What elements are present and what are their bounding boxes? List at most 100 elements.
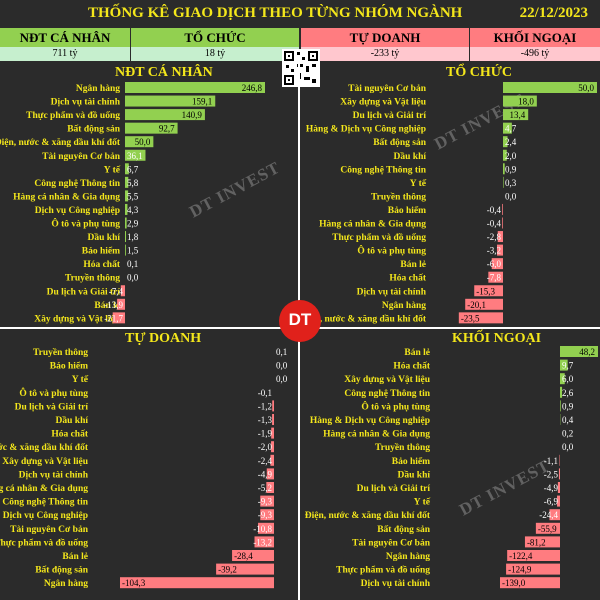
value-label: 0,4 — [562, 415, 574, 425]
value-label: 50,0 — [135, 137, 151, 147]
value-label: 6,0 — [562, 374, 574, 384]
category-label: Tài nguyên Cơ bản — [352, 538, 431, 548]
value-label: 0,9 — [562, 401, 574, 411]
summary-value-individual: 711 tỷ — [0, 47, 130, 61]
value-label: -81,2 — [527, 537, 546, 547]
bar — [266, 482, 274, 493]
bar — [557, 482, 560, 493]
panel-title-individual: NĐT CÁ NHÂN — [115, 65, 213, 80]
panel-title-institution: TỔ CHỨC — [446, 65, 512, 80]
category-label: Công nghệ Thông tin — [344, 389, 430, 399]
value-label: 0,0 — [276, 361, 288, 371]
category-label: Điện, nước & xăng dầu khí đốt — [0, 442, 89, 453]
panel-title-proprietary: TỰ DOANH — [125, 331, 202, 346]
category-label: Bất động sản — [35, 565, 89, 576]
category-label: Bất động sản — [373, 137, 427, 148]
bar — [560, 359, 568, 371]
summary-value-institution: 18 tỷ — [131, 47, 299, 61]
category-label: Xây dựng và Vật liệu — [2, 457, 88, 467]
bar — [258, 522, 274, 534]
category-label: Xây dựng và Vật liệu — [340, 98, 426, 108]
category-label: Tài nguyên Cơ bản — [348, 84, 427, 94]
bar — [271, 427, 274, 439]
bar — [216, 563, 274, 575]
value-label: 4,7 — [505, 124, 517, 134]
value-label: -104,3 — [122, 578, 146, 588]
value-label: -1,2 — [258, 401, 272, 411]
summary-value-foreign: -496 tỷ — [470, 47, 600, 61]
bar — [560, 386, 563, 398]
bar — [125, 136, 154, 148]
category-label: Điện, nước & xăng dầu khí đốt — [0, 137, 121, 148]
title-bar: THỐNG KÊ GIAO DỊCH THEO TỪNG NHÓM NGÀNH … — [0, 0, 600, 28]
value-label: 0,1 — [127, 259, 138, 269]
category-label: Thực phẩm và đồ uống — [26, 110, 120, 121]
category-label: Hàng cá nhân & Gia dụng — [0, 484, 88, 494]
value-label: -55,9 — [538, 524, 557, 534]
value-label: 4,3 — [127, 205, 139, 215]
category-label: Dầu khí — [398, 469, 431, 480]
bar — [125, 203, 128, 215]
bar — [524, 536, 560, 548]
category-label: Điện, nước & xăng dầu khí đốt — [305, 510, 431, 521]
category-label: Công nghệ Thông tin — [34, 179, 120, 189]
value-label: -6,0 — [487, 259, 502, 269]
bar — [125, 217, 127, 229]
value-label: -13,9 — [104, 300, 123, 310]
category-label: Bảo hiểm — [388, 205, 426, 216]
bar — [117, 298, 125, 310]
value-label: -28,4 — [234, 551, 253, 561]
value-label: -9,3 — [258, 510, 273, 520]
bar — [125, 190, 129, 202]
category-label: Công nghệ Thông tin — [2, 498, 88, 508]
qr-code-image — [282, 49, 320, 87]
value-label: -9,3 — [258, 497, 273, 507]
bar — [491, 258, 503, 270]
category-label: Bảo hiểm — [82, 246, 120, 257]
bar — [507, 550, 560, 561]
value-label: 0,1 — [276, 347, 287, 357]
category-label: Y tế — [410, 178, 427, 189]
value-label: 159,1 — [192, 97, 212, 107]
summary-label-institution: TỔ CHỨC — [131, 28, 299, 47]
category-label: Dịch vụ Công nghiệp — [3, 511, 88, 521]
category-label: Dịch vụ tài chính — [361, 579, 431, 589]
value-label: -2,0 — [258, 442, 273, 452]
bar — [125, 231, 127, 243]
category-label: Y tế — [104, 164, 121, 175]
category-label: Bảo hiểm — [392, 456, 430, 467]
bar — [503, 136, 508, 148]
category-label: Du lịch và Giải trí — [47, 287, 121, 297]
category-label: Dầu khí — [56, 415, 89, 426]
brand-logo-text: DT — [288, 310, 312, 329]
value-label: -23,5 — [461, 313, 480, 323]
value-label: 1,5 — [127, 246, 139, 256]
bar — [120, 577, 274, 589]
category-label: Ngân hàng — [76, 84, 120, 94]
value-label: -139,0 — [502, 578, 526, 588]
value-label: -7,4 — [109, 286, 124, 296]
bar — [125, 122, 178, 134]
category-label: Xây dựng và Vật liệu — [34, 314, 120, 324]
category-label: Tài nguyên Cơ bản — [42, 152, 121, 162]
value-label: 9,7 — [562, 361, 574, 371]
category-label: Ô tô và phụ tùng — [357, 244, 426, 257]
bar — [125, 82, 265, 93]
brand-logo: DT — [279, 300, 321, 342]
bar — [260, 495, 274, 507]
bar — [112, 312, 125, 324]
bar — [120, 285, 125, 297]
bar — [560, 346, 598, 357]
category-label: Hàng cá nhân & Gia dụng — [319, 220, 426, 230]
category-label: Truyền thông — [375, 442, 430, 453]
bar — [503, 163, 505, 175]
bar — [503, 95, 537, 107]
category-label: Truyền thông — [33, 347, 88, 358]
value-label: 0,0 — [127, 273, 139, 283]
value-label: 48,2 — [579, 347, 595, 357]
value-label: -0,4 — [487, 219, 502, 229]
summary-label-foreign: KHỐI NGOẠI — [470, 28, 600, 47]
bar — [232, 550, 274, 561]
value-label: 5,8 — [127, 178, 139, 188]
bar — [125, 149, 146, 161]
